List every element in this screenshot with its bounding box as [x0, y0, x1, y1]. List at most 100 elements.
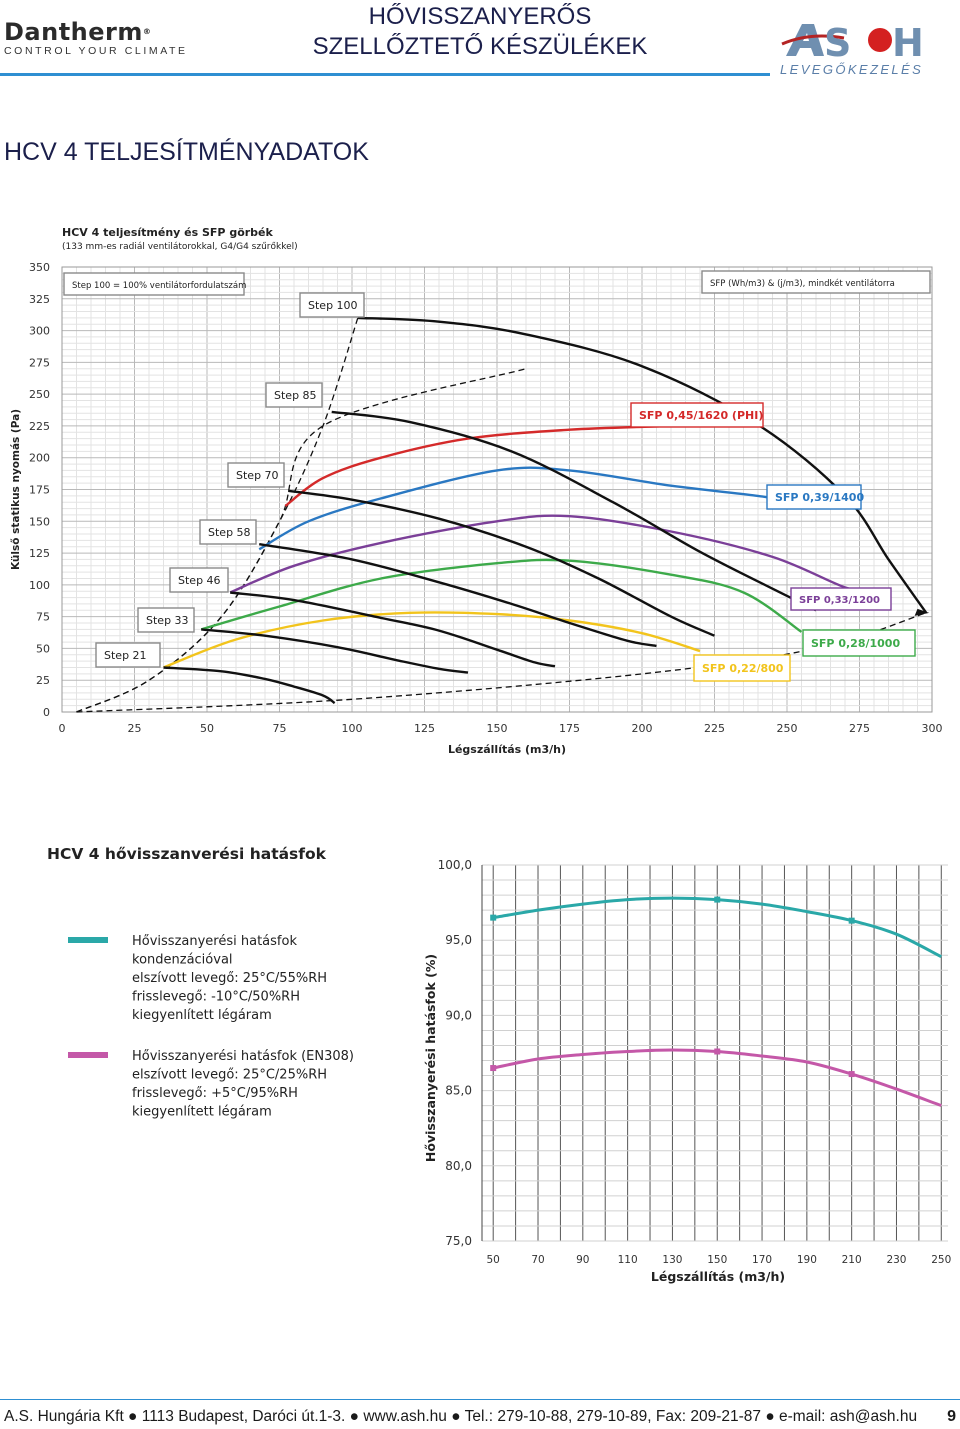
- step-label-box: [137, 607, 195, 633]
- note-right: SFP (Wh/m3) & (j/m3), mindkét ventilátor…: [710, 278, 895, 289]
- ash-logo-mark: S H: [781, 21, 924, 65]
- legend-text: kondenzációval: [132, 953, 233, 968]
- performance-chart: HCV 4 teljesítmény és SFP görbék (133 mm-…: [10, 226, 943, 756]
- y-tick-label: 100: [29, 579, 50, 592]
- sfp-label-box: [790, 587, 892, 611]
- sfp-label: SFP 0,45/1620 (PHI): [639, 409, 763, 422]
- x-tick-label: 200: [632, 722, 653, 735]
- x-tick-label: 250: [931, 1254, 951, 1266]
- x-tick-label: 25: [128, 722, 142, 735]
- step-label-box: [95, 642, 161, 668]
- svg-text:H: H: [892, 21, 924, 62]
- step-label: Step 58: [208, 526, 251, 539]
- step-label-box: [299, 292, 365, 318]
- step-label-box: [227, 462, 285, 488]
- step-label: Step 33: [146, 614, 189, 627]
- x-tick-label: 175: [559, 722, 580, 735]
- footer-divider: [0, 1399, 960, 1400]
- chart-title: HCV 4 teljesítmény és SFP görbék: [62, 226, 274, 239]
- x-tick-label: 230: [886, 1254, 906, 1266]
- x-axis-label: Légszállítás (m3/h): [651, 1269, 785, 1284]
- sfp-curve: [284, 424, 672, 507]
- dantherm-tagline: CONTROL YOUR CLIMATE: [4, 45, 188, 57]
- heading-line-1: HŐVISSZANYERŐS: [368, 3, 592, 30]
- dantherm-logo: Dantherm® CONTROL YOUR CLIMATE: [4, 20, 188, 57]
- y-tick-label: 80,0: [445, 1159, 472, 1173]
- step-label: Step 21: [104, 649, 147, 662]
- legend-text: Hővisszanyerési hatásfok (EN308): [132, 1049, 354, 1064]
- step-curve: [357, 316, 928, 614]
- legend-text: Hővisszanyerési hatásfok: [132, 934, 297, 949]
- series-marker: [848, 917, 855, 924]
- step-curve: [288, 489, 715, 637]
- y-tick-label: 150: [29, 515, 50, 528]
- step-label-box: [199, 519, 257, 545]
- plot-border: [61, 266, 933, 713]
- x-tick-label: 100: [342, 722, 363, 735]
- y-tick-label: 125: [29, 547, 50, 560]
- step-label: Step 85: [274, 389, 317, 402]
- x-tick-label: 150: [487, 722, 508, 735]
- x-tick-label: 275: [849, 722, 870, 735]
- heading-line-2: SZELLŐZTETŐ KÉSZÜLÉKEK: [312, 33, 648, 60]
- x-tick-label: 190: [797, 1254, 817, 1266]
- series-marker: [490, 914, 497, 921]
- x-tick-label: 250: [777, 722, 798, 735]
- ash-tagline: LEVEGŐKEZELÉS: [780, 62, 924, 77]
- y-tick-label: 250: [29, 388, 50, 401]
- legend-text: elszívott levegő: 25°C/55%RH: [132, 971, 327, 986]
- x-tick-label: 0: [59, 722, 66, 735]
- sfp-label-box: [630, 402, 764, 428]
- sfp-label: SFP 0,39/1400: [775, 491, 864, 504]
- y-tick-label: 100,0: [438, 858, 472, 872]
- y-axis-label: Hővisszanyerési hatásfok (%): [423, 954, 438, 1162]
- footer-contact: A.S. Hungária Kft ● 1113 Budapest, Daróc…: [4, 1408, 918, 1425]
- y-axis-label: Külső statikus nyomás (Pa): [10, 409, 22, 570]
- sfp-curve: [229, 514, 875, 594]
- sfp-label-box: [766, 484, 862, 510]
- y-tick-label: 200: [29, 452, 50, 465]
- x-tick-label: 225: [704, 722, 725, 735]
- step-curve: [259, 543, 657, 648]
- step-curve: [163, 666, 336, 705]
- sfp-curve: [200, 558, 803, 633]
- x-tick-label: 50: [487, 1254, 500, 1266]
- legend-text: kiegyenlített légáram: [132, 1008, 272, 1023]
- step-curve: [201, 628, 469, 674]
- page-heading: HŐVISSZANYERŐS SZELLŐZTETŐ KÉSZÜLÉKEK: [220, 2, 740, 62]
- x-tick-label: 110: [618, 1254, 638, 1266]
- y-tick-label: 275: [29, 356, 50, 369]
- y-tick-label: 75: [36, 611, 50, 624]
- x-tick-label: 150: [707, 1254, 727, 1266]
- legend-text: elszívott levegő: 25°C/25%RH: [132, 1068, 327, 1083]
- note-left: Step 100 = 100% ventilátorfordulatszám: [72, 281, 246, 291]
- sfp-curve: [163, 611, 701, 669]
- y-tick-label: 25: [36, 674, 50, 687]
- system-curve-arrow: [914, 608, 930, 616]
- page-header: Dantherm® CONTROL YOUR CLIMATE HŐVISSZAN…: [0, 0, 960, 90]
- y-tick-label: 95,0: [445, 933, 472, 947]
- page-number: 9: [947, 1408, 956, 1425]
- y-tick-label: 50: [36, 642, 50, 655]
- x-tick-label: 300: [922, 722, 943, 735]
- sfp-label-box: [693, 654, 791, 682]
- series-marker: [714, 1048, 721, 1055]
- series-marker: [714, 896, 721, 903]
- sfp-label: SFP 0,28/1000: [811, 637, 900, 650]
- legend-text: kiegyenlített légáram: [132, 1105, 272, 1120]
- x-tick-label: 50: [200, 722, 214, 735]
- y-tick-label: 225: [29, 420, 50, 433]
- sfp-label: SFP 0,33/1200: [799, 595, 880, 606]
- y-tick-label: 175: [29, 484, 50, 497]
- system-curve: [76, 317, 359, 713]
- ash-logo: S H LEVEGŐKEZELÉS: [780, 18, 958, 80]
- x-tick-label: 125: [414, 722, 435, 735]
- y-tick-label: 350: [29, 261, 50, 274]
- system-curve: [76, 368, 527, 713]
- legend-text: frisslevegő: -10°C/50%RH: [132, 990, 300, 1005]
- sfp-label-box: [802, 629, 916, 657]
- x-tick-label: 210: [842, 1254, 862, 1266]
- step-label: Step 100: [308, 299, 358, 312]
- note-right-box: [701, 270, 931, 294]
- step-label-box: [265, 382, 323, 408]
